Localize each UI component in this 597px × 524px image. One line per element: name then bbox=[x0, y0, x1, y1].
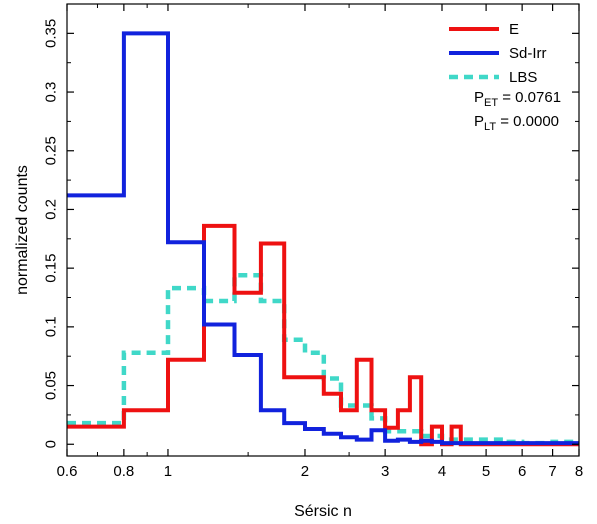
legend: E Sd-Irr LBS bbox=[449, 21, 547, 86]
p-value-annotation: PET = 0.0761 bbox=[474, 89, 561, 109]
y-axis-title: normalized counts bbox=[14, 165, 31, 295]
legend-label: Sd-Irr bbox=[509, 45, 547, 62]
y-tick-label: 0.05 bbox=[43, 371, 60, 400]
x-tick-label: 4 bbox=[438, 463, 446, 480]
x-tick-label: 2 bbox=[301, 463, 309, 480]
y-tick-label: 0.35 bbox=[43, 19, 60, 48]
legend-label: E bbox=[509, 21, 519, 38]
x-tick-label: 0.8 bbox=[113, 463, 134, 480]
annotations: PET = 0.0761 PLT = 0.0000 bbox=[474, 89, 561, 133]
y-tick-label: 0.25 bbox=[43, 136, 60, 165]
legend-label: LBS bbox=[509, 69, 537, 86]
y-tick-label: 0.1 bbox=[43, 316, 60, 337]
x-tick-label: 7 bbox=[548, 463, 556, 480]
x-axis-title: Sérsic n bbox=[294, 503, 352, 520]
y-tick-label: 0.2 bbox=[43, 199, 60, 220]
x-tick-label: 3 bbox=[381, 463, 389, 480]
y-tick-label: 0 bbox=[43, 440, 60, 448]
y-tick-label: 0.15 bbox=[43, 254, 60, 283]
x-tick-label: 8 bbox=[575, 463, 583, 480]
series-e-line bbox=[67, 223, 579, 447]
x-tick-label: 0.6 bbox=[57, 463, 78, 480]
p-value-annotation: PLT = 0.0000 bbox=[474, 113, 559, 133]
plot-frame bbox=[66, 3, 580, 457]
ticks: 0.6 0.8 1 2 3 4 5 6 7 8 0 0.05 0.1 0.15 0.2 0.25 0.3 0.35 bbox=[43, 3, 583, 480]
series-lbs-line bbox=[67, 272, 579, 446]
x-tick-label: 6 bbox=[518, 463, 526, 480]
x-tick-label: 5 bbox=[482, 463, 490, 480]
x-tick-label: 1 bbox=[164, 463, 172, 480]
axes bbox=[66, 3, 580, 457]
series-sd-irr-line bbox=[67, 31, 579, 446]
y-tick-label: 0.3 bbox=[43, 82, 60, 103]
series-layer bbox=[67, 31, 579, 447]
